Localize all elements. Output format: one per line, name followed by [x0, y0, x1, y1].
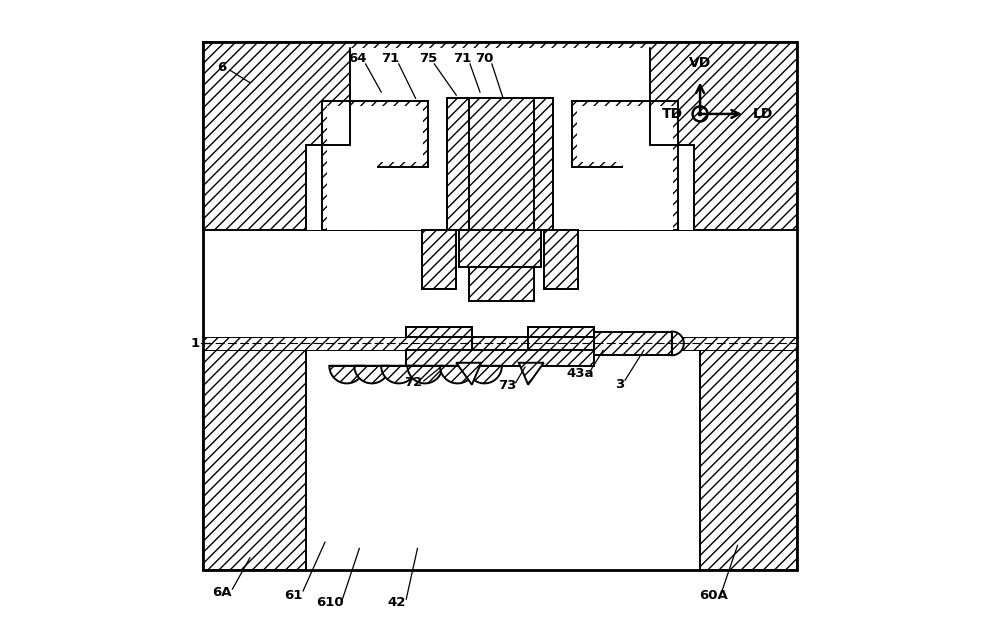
Circle shape	[698, 111, 703, 116]
Text: 43a: 43a	[566, 367, 594, 380]
Text: 61: 61	[284, 589, 303, 602]
Text: 610: 610	[316, 597, 344, 609]
Bar	[203, 42, 797, 570]
Text: 64: 64	[348, 52, 367, 65]
Polygon shape	[594, 332, 672, 355]
Text: 60A: 60A	[699, 589, 728, 602]
Text: 71: 71	[381, 52, 400, 65]
Text: 6A: 6A	[212, 586, 232, 598]
Text: 3: 3	[615, 377, 625, 391]
Polygon shape	[203, 337, 797, 350]
Polygon shape	[528, 327, 594, 337]
Polygon shape	[322, 102, 428, 230]
Polygon shape	[203, 42, 797, 230]
Polygon shape	[407, 366, 442, 383]
Text: 72: 72	[405, 376, 423, 389]
Polygon shape	[327, 106, 423, 230]
Text: 73: 73	[498, 379, 517, 392]
Polygon shape	[422, 230, 456, 289]
Text: 6: 6	[217, 60, 226, 73]
Text: 42: 42	[388, 597, 406, 609]
Polygon shape	[306, 48, 694, 230]
Polygon shape	[406, 350, 594, 366]
Text: 75: 75	[419, 52, 437, 65]
Polygon shape	[672, 332, 684, 355]
Polygon shape	[469, 99, 534, 301]
Text: LD: LD	[752, 107, 773, 121]
Polygon shape	[456, 363, 481, 385]
Polygon shape	[306, 350, 700, 570]
Polygon shape	[459, 230, 541, 267]
Polygon shape	[440, 366, 475, 383]
Polygon shape	[354, 366, 389, 383]
Text: 1: 1	[191, 337, 200, 350]
Polygon shape	[472, 337, 528, 350]
Polygon shape	[406, 327, 472, 337]
Text: VD: VD	[689, 56, 711, 70]
Polygon shape	[467, 366, 502, 383]
Text: 71: 71	[453, 52, 472, 65]
Text: 70: 70	[475, 52, 494, 65]
Polygon shape	[572, 102, 678, 230]
Polygon shape	[447, 99, 553, 230]
Text: TD: TD	[661, 107, 683, 121]
Polygon shape	[203, 350, 797, 570]
Polygon shape	[381, 366, 416, 383]
Polygon shape	[544, 230, 578, 289]
Polygon shape	[577, 106, 673, 230]
Polygon shape	[329, 366, 364, 383]
Polygon shape	[519, 363, 544, 385]
